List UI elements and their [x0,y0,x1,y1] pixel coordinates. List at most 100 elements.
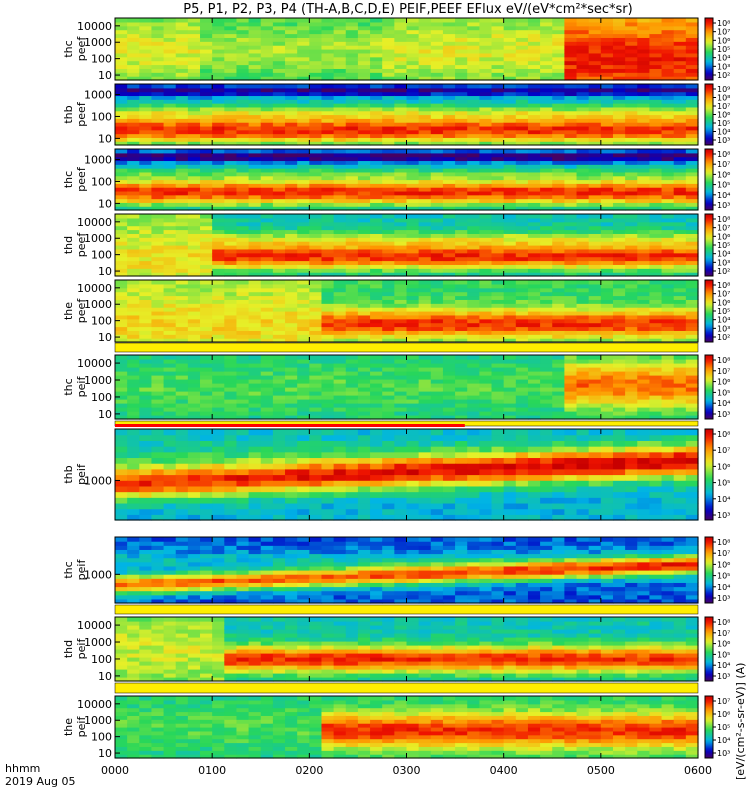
heatmap-cell [418,214,432,219]
heatmap-cell [515,21,529,27]
heatmap-cell [297,326,310,331]
heatmap-cell [333,21,347,27]
heatmap-cell [625,407,638,412]
heatmap-cell [455,190,468,196]
heatmap-cell [394,190,408,196]
heatmap-cell [224,45,238,50]
heatmap-cell [357,141,371,146]
heatmap-cell [552,318,565,324]
heatmap-cell [479,359,493,364]
heatmap-cell [612,391,626,396]
heatmap-cell [503,326,517,331]
heatmap-cell [394,399,408,404]
heatmap-cell [588,129,602,135]
heatmap-cell [200,95,213,100]
heatmap-cell [187,214,201,219]
heatmap-cell [187,326,201,331]
heatmap-cell [394,233,408,238]
heatmap-cell [260,248,274,254]
heatmap-cell [224,202,238,207]
heatmap [115,149,699,211]
heatmap-cell [527,95,541,100]
heatmap-cell [248,311,262,316]
heatmap-cell [637,152,651,158]
heatmap-cell [673,291,687,297]
heatmap-cell [661,391,675,396]
heatmap-cell [430,299,444,304]
heatmap-cell [600,399,614,404]
heatmap-cell [345,256,359,262]
y-tick-label: 100 [91,249,112,262]
y-tick-label: 10000 [77,216,112,229]
heatmap-cell [479,229,493,234]
heatmap-cell [515,303,529,308]
heatmap-cell [637,375,651,380]
heatmap-cell [370,221,383,227]
heatmap-cell [236,283,250,289]
heatmap-cell [309,76,323,81]
heatmap-cell [370,133,383,138]
heatmap-cell [187,287,201,293]
heatmap-cell [564,256,578,262]
heatmap-cell [442,280,456,285]
heatmap-cell [151,141,165,146]
heatmap-cell [151,383,165,388]
heatmap-cell [272,164,286,169]
heatmap-cell [406,99,420,104]
heatmap-cell [418,84,432,89]
heatmap-cell [442,264,456,269]
heatmap-cell [248,237,262,242]
heatmap-cell [248,338,262,343]
heatmap-cell [637,129,651,135]
heatmap-cell [673,407,687,412]
heatmap-cell [260,21,274,27]
heatmap-cell [467,225,480,231]
heatmap-cell [588,256,602,262]
heatmap-cell [527,87,541,93]
heatmap-cell [357,395,371,400]
heatmap-cell [588,91,602,97]
heatmap-cell [479,76,493,81]
heatmap-cell [576,280,590,285]
heatmap-cell [248,391,262,396]
heatmap-cell [685,407,699,412]
heatmap-cell [187,334,201,339]
heatmap-cell [345,291,359,297]
heatmap-cell [503,217,517,223]
heatmap-cell [200,338,213,343]
heatmap-cell [515,76,529,81]
heatmap-cell [612,383,626,388]
heatmap-cell [139,198,153,203]
heatmap-cell [515,110,529,116]
heatmap-cell [370,291,383,297]
heatmap-cell [406,399,420,404]
heatmap-cell [406,64,420,69]
heatmap-cell [394,363,408,368]
heatmap-cell [418,72,432,77]
heatmap-cell [248,287,262,293]
heatmap-cell [637,29,651,35]
heatmap-cell [139,202,153,207]
heatmap-cell [564,387,578,392]
heatmap-cell [685,64,699,69]
heatmap-cell [297,387,310,392]
heatmap-cell [600,311,614,316]
heatmap-cell [200,214,213,219]
heatmap-cell [515,179,529,184]
heatmap-cell [588,99,602,104]
heatmap-cell [673,52,687,58]
heatmap-cell [115,407,128,412]
heatmap-cell [612,156,626,162]
heatmap-cell [625,118,638,123]
heatmap-cell [357,171,371,177]
heatmap-cell [394,84,408,89]
heatmap-cell [260,375,274,380]
heatmap-cell [600,99,614,104]
heatmap-cell [442,260,456,265]
heatmap-cell [649,18,663,23]
heatmap-cell [200,245,213,250]
heatmap-cell [661,233,675,238]
heatmap-cell [430,399,444,404]
heatmap-cell [503,391,517,396]
heatmap-cell [285,64,298,69]
